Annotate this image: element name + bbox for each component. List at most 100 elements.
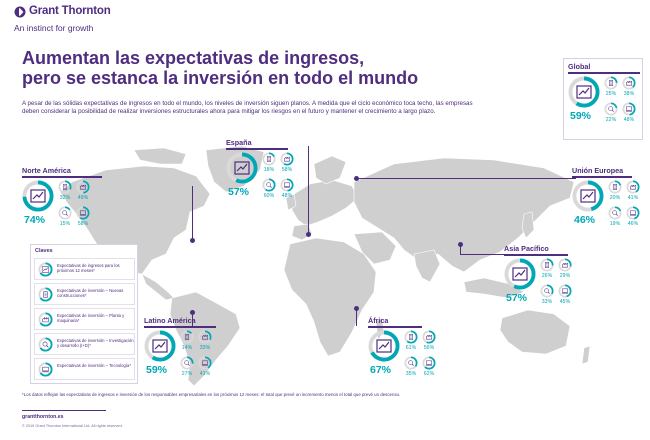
latin-america-investment-ring-1-icon bbox=[180, 330, 194, 344]
asia-pacific-investment-value-4: 45% bbox=[559, 299, 571, 305]
africa-investment-ring-2-icon bbox=[422, 330, 436, 344]
north-america-investment-ring-2-icon bbox=[76, 180, 90, 194]
european-union-investment-value-4: 46% bbox=[627, 221, 639, 227]
connector-asia-pacific bbox=[460, 244, 461, 254]
global-name: Global bbox=[568, 62, 591, 71]
spain-investment-value-2: 58% bbox=[281, 167, 293, 173]
asia-pacific-name: Asia Pacífico bbox=[504, 244, 549, 253]
european-union-investment-value-2: 41% bbox=[627, 195, 639, 201]
asia-pacific-investment-ring-2-icon bbox=[558, 258, 572, 272]
map-scandinavia bbox=[313, 155, 347, 185]
legend-item-label: Expectativas de inversión – Nuevas const… bbox=[57, 288, 124, 298]
north-america-investment-ring-3-icon bbox=[58, 206, 72, 220]
latin-america-revenue-ring-icon bbox=[144, 330, 176, 362]
grant-thornton-logo[interactable]: Grant Thornton An instinct for growth bbox=[14, 5, 134, 37]
map-middle-east bbox=[353, 231, 397, 265]
spain-investment-ring-3-icon bbox=[262, 178, 276, 192]
north-america-investment-value-3: 15% bbox=[59, 221, 71, 227]
north-america-revenue-ring-icon bbox=[22, 180, 54, 212]
latin-america-revenue-value: 59% bbox=[146, 364, 168, 376]
spain-revenue-ring-icon bbox=[226, 152, 258, 184]
legend-title: Claves bbox=[35, 248, 53, 254]
latin-america-investment-ring-3-icon bbox=[180, 356, 194, 370]
page-title: Aumentan las expectativas de ingresos, p… bbox=[22, 48, 442, 88]
footer-site-link[interactable]: grantthornton.es bbox=[22, 414, 64, 420]
region-european-union: Unión Europea 46% 20% 41% 19% 46% bbox=[572, 166, 646, 234]
pin-latin-america bbox=[190, 310, 195, 315]
north-america-revenue-value: 74% bbox=[24, 214, 46, 226]
map-europe bbox=[291, 179, 359, 227]
global-rule bbox=[568, 72, 640, 74]
north-america-investment-value-2: 49% bbox=[77, 195, 89, 201]
africa-investment-value-3: 35% bbox=[405, 371, 417, 377]
spain-investment-value-4: 48% bbox=[281, 193, 293, 199]
global-investment-value-3: 22% bbox=[605, 117, 617, 123]
connector-eu bbox=[358, 178, 576, 179]
africa-investment-ring-3-icon bbox=[404, 356, 418, 370]
global-investment-ring-4-icon bbox=[622, 102, 636, 116]
asia-pacific-revenue-ring-icon bbox=[504, 258, 536, 290]
africa-revenue-ring-icon bbox=[368, 330, 400, 362]
legend-item: Expectativas de inversión – Nuevas const… bbox=[34, 283, 135, 305]
region-latin-america: Latino América 59% 14% 33% 27% 41% bbox=[144, 316, 224, 386]
spain-investment-ring-1-icon bbox=[262, 152, 276, 166]
legend-item-label: Expectativas de inversión – Planta y maq… bbox=[57, 313, 125, 323]
map-uk bbox=[285, 193, 297, 211]
connector-latin-america bbox=[192, 312, 193, 328]
global-box bbox=[563, 58, 643, 140]
latin-america-investment-value-1: 14% bbox=[181, 345, 193, 351]
building-icon bbox=[38, 287, 53, 302]
legend-item-label: Expectativas de inversión – Investigació… bbox=[57, 338, 134, 348]
asia-pacific-investment-ring-1-icon bbox=[540, 258, 554, 272]
legend-item: Expectativas de inversión – Planta y maq… bbox=[34, 308, 135, 330]
pin-eu bbox=[354, 176, 359, 181]
region-spain: España 57% 18% 58% 60% 48% bbox=[226, 138, 296, 208]
map-north-america bbox=[59, 165, 211, 275]
pin-africa bbox=[354, 306, 359, 311]
legend-item: Expectativas de inversión – Investigació… bbox=[34, 333, 135, 355]
spain-revenue-value: 57% bbox=[228, 186, 250, 198]
pin-asia-pacific bbox=[458, 242, 463, 247]
map-central-america bbox=[141, 273, 175, 301]
european-union-name: Unión Europea bbox=[572, 166, 624, 175]
africa-investment-value-1: 61% bbox=[405, 345, 417, 351]
european-union-revenue-value: 46% bbox=[574, 214, 596, 226]
global-investment-value-2: 38% bbox=[623, 91, 635, 97]
asia-pacific-investment-value-1: 26% bbox=[541, 273, 553, 279]
intro-text: A pesar de las sólidas expectativas de i… bbox=[22, 100, 473, 116]
latin-america-investment-value-2: 33% bbox=[199, 345, 211, 351]
title-line-2: pero se estanca la inversión en todo el … bbox=[22, 68, 419, 88]
pin-north-america bbox=[190, 238, 195, 243]
map-new-zealand bbox=[581, 345, 591, 365]
africa-investment-value-2: 56% bbox=[423, 345, 435, 351]
north-america-name: Norte América bbox=[22, 166, 71, 175]
european-union-investment-value-1: 20% bbox=[609, 195, 621, 201]
africa-investment-ring-4-icon bbox=[422, 356, 436, 370]
global-revenue-ring-icon bbox=[568, 76, 600, 108]
global-investment-ring-1-icon bbox=[604, 76, 618, 90]
connector-africa bbox=[356, 308, 357, 326]
revenue-chart-icon bbox=[38, 262, 53, 277]
africa-revenue-value: 67% bbox=[370, 364, 392, 376]
spain-investment-ring-2-icon bbox=[280, 152, 294, 166]
global-investment-value-4: 48% bbox=[623, 117, 635, 123]
spain-rule bbox=[226, 148, 288, 150]
pin-spain bbox=[306, 232, 311, 237]
africa-investment-value-4: 62% bbox=[423, 371, 435, 377]
european-union-investment-ring-3-icon bbox=[608, 206, 622, 220]
european-union-investment-ring-4-icon bbox=[626, 206, 640, 220]
spain-investment-value-1: 18% bbox=[263, 167, 275, 173]
region-global: Global 59% 25% 38% 22% 48% bbox=[568, 62, 640, 138]
map-australia bbox=[499, 309, 571, 355]
latin-america-investment-ring-4-icon bbox=[198, 356, 212, 370]
research-icon bbox=[38, 337, 53, 352]
technology-icon bbox=[38, 362, 53, 377]
asia-pacific-investment-value-2: 29% bbox=[559, 273, 571, 279]
asia-pacific-revenue-value: 57% bbox=[506, 292, 528, 304]
map-southeast-asia bbox=[463, 277, 525, 299]
latin-america-name: Latino América bbox=[144, 316, 196, 325]
asia-pacific-investment-value-3: 33% bbox=[541, 299, 553, 305]
european-union-investment-value-3: 19% bbox=[609, 221, 621, 227]
global-investment-value-1: 25% bbox=[605, 91, 617, 97]
spain-investment-value-3: 60% bbox=[263, 193, 275, 199]
